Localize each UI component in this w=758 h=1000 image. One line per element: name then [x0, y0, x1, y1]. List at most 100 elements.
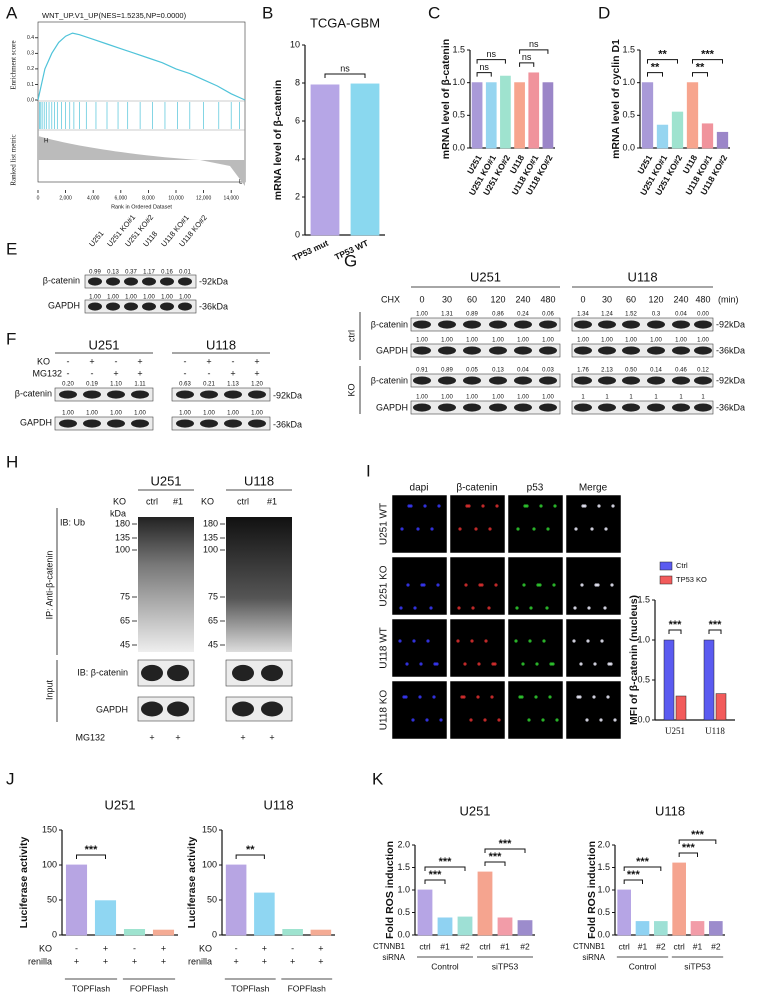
blot-band [598, 376, 616, 385]
time-label: 30 [442, 294, 452, 304]
cell-dot [546, 527, 550, 531]
y-tick-label: 1.5 [397, 862, 410, 872]
x-tick-label: TP53 mut [291, 238, 330, 263]
group-label: FOPFlash [130, 983, 169, 993]
legend-label: Ctrl [676, 561, 688, 570]
blot-band [160, 277, 174, 286]
panel-label: F [6, 329, 16, 348]
marker-label: 100 [203, 544, 218, 554]
cell-label: U118 [244, 473, 274, 488]
blot-band [224, 390, 242, 399]
row-label: GAPDH [376, 345, 408, 355]
quantification: 0.99 [89, 270, 101, 276]
quantification: 0.00 [697, 312, 709, 318]
channel-label: β-catenin [456, 483, 497, 494]
condition-mark: + [254, 356, 259, 366]
cell-dot [578, 695, 582, 699]
x-tick-label: 8,000 [142, 195, 155, 201]
blot-band [59, 390, 77, 399]
micrograph [565, 494, 622, 554]
bar [437, 917, 453, 936]
row-label: β-catenin [371, 375, 408, 385]
bar [517, 920, 533, 936]
cell-dot [432, 695, 436, 699]
blot-band [107, 419, 125, 428]
time-label: 240 [515, 294, 530, 304]
sig-bracket [708, 629, 722, 634]
row-label: KO [39, 943, 52, 953]
blot-band [59, 419, 77, 428]
quantification: 1.52 [625, 312, 637, 318]
y-axis-label: Fold ROS induction [384, 841, 396, 939]
quantification: 1 [654, 395, 658, 401]
cell-dot [413, 606, 417, 610]
marker-label: 65 [208, 615, 218, 625]
row-value: + [262, 956, 267, 966]
cell-dot [412, 639, 416, 643]
micrograph [565, 680, 622, 740]
cell-label: U118 [206, 337, 236, 352]
cell-dot [573, 606, 577, 610]
blot-band [622, 320, 640, 329]
condition-mark: + [113, 368, 118, 378]
cell-dot [471, 606, 475, 610]
es-curve [37, 32, 246, 101]
y-tick-label: 4 [295, 153, 300, 163]
y-tick-label: 2.0 [597, 839, 610, 849]
x-tick-label: 6,000 [115, 195, 128, 201]
y-tick-label: 50 [207, 894, 217, 904]
quantification: 0.04 [675, 312, 687, 318]
quantification: 1.00 [577, 338, 589, 344]
blot-strip [410, 400, 561, 415]
quantification: 1.13 [227, 382, 239, 388]
cell-dot [516, 527, 520, 531]
cell-dot [439, 718, 443, 722]
y-tick-label: 6 [295, 115, 300, 125]
quantification: 0.20 [62, 382, 74, 388]
cell-dot [555, 718, 559, 722]
blot-band [438, 320, 456, 329]
blot-strip [571, 317, 714, 332]
sig-label: *** [636, 856, 650, 868]
marker-label: 45 [208, 639, 218, 649]
cell-dot [539, 504, 543, 508]
high-label: H [44, 139, 48, 145]
blot-band [463, 320, 481, 329]
cell-dot [599, 718, 603, 722]
blot-band [413, 346, 431, 355]
row-value: + [318, 956, 323, 966]
marker-label: 45 [120, 639, 130, 649]
time-label: 60 [626, 294, 636, 304]
cell-dot [463, 662, 467, 666]
blot-band [539, 346, 557, 355]
cell-dot [429, 606, 433, 610]
blot-band [514, 320, 532, 329]
y-tick-label: 10 [290, 39, 300, 49]
lane-label: U251 [87, 229, 105, 249]
y-tick-label: 1.0 [637, 634, 650, 644]
micrograph [565, 618, 622, 678]
blot-band [647, 320, 665, 329]
cell-dot [552, 583, 556, 587]
cell-label: U118 [627, 269, 657, 284]
input-label: Input [44, 679, 54, 700]
y-tick-label: 50 [47, 894, 57, 904]
y-axis-label: Ranked list metric [10, 134, 18, 185]
blot-band [514, 376, 532, 385]
x-tick-label: U118 [705, 726, 725, 736]
quantification: 1.00 [251, 411, 263, 417]
cell-dot [534, 695, 538, 699]
unit-label: (min) [718, 294, 739, 304]
row-label: U118 WT [379, 627, 390, 669]
sig-label: ns [529, 39, 539, 49]
blot-band [647, 376, 665, 385]
bar [716, 131, 729, 149]
x-tick-label: #2 [520, 941, 530, 951]
quantification: 1.00 [517, 338, 529, 344]
quantification: 1.00 [110, 411, 122, 417]
cell-dot [494, 583, 498, 587]
quantification: 1.00 [441, 395, 453, 401]
marker-label: 180 [203, 518, 218, 528]
y-tick-label: 150 [202, 824, 217, 834]
row-label: KO [199, 943, 212, 953]
